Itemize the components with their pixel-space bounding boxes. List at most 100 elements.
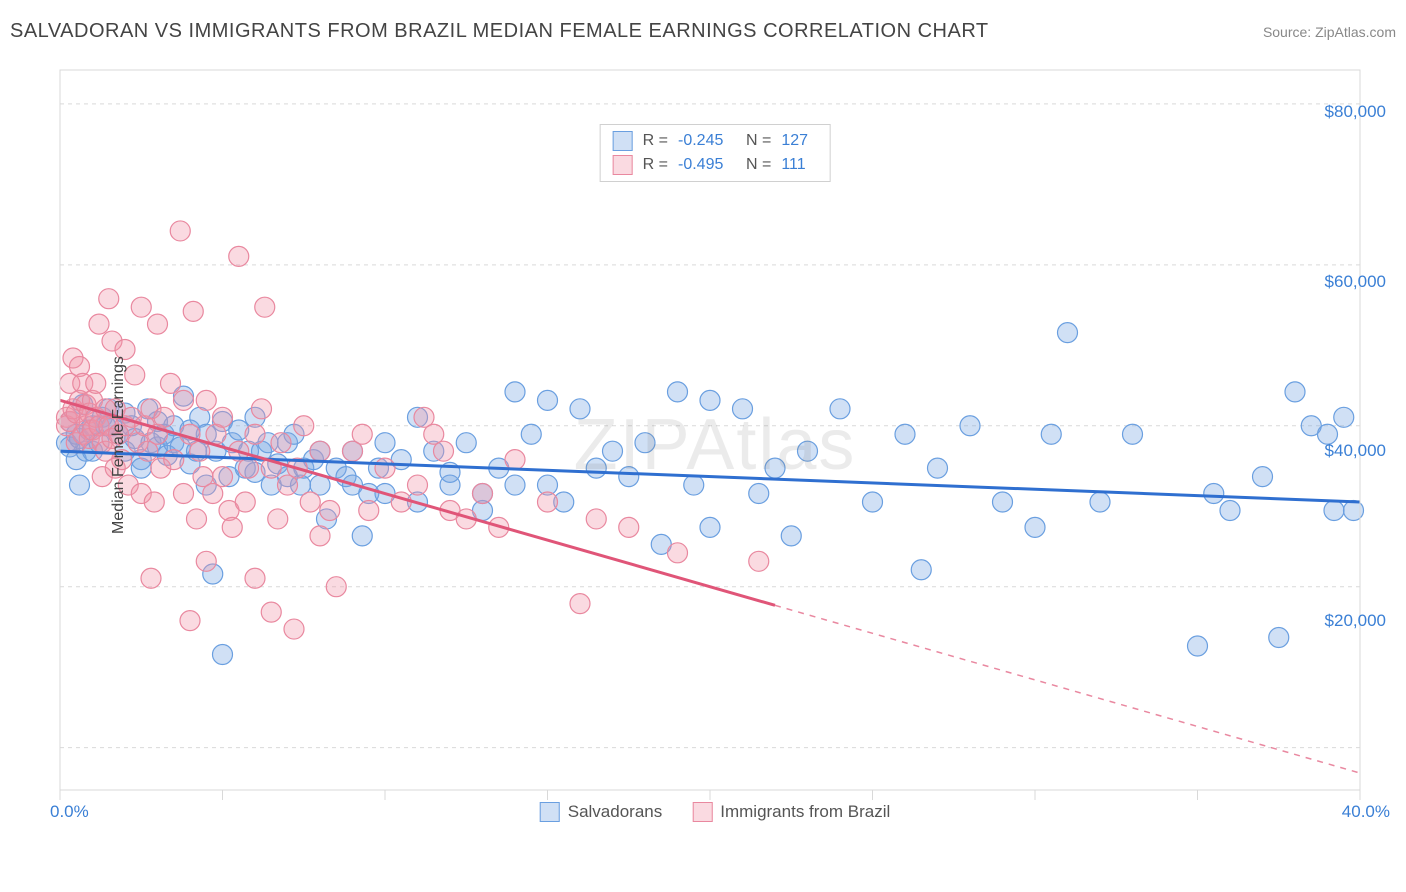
data-point <box>521 424 541 444</box>
data-point <box>245 568 265 588</box>
data-point <box>1334 407 1354 427</box>
data-point <box>1123 424 1143 444</box>
data-point <box>570 399 590 419</box>
data-point <box>586 458 606 478</box>
data-point <box>830 399 850 419</box>
data-point <box>252 399 272 419</box>
trend-line <box>60 400 775 605</box>
data-point <box>180 611 200 631</box>
data-point <box>700 517 720 537</box>
data-point <box>271 433 291 453</box>
data-point <box>213 407 233 427</box>
data-point <box>749 551 769 571</box>
data-point <box>668 382 688 402</box>
data-point <box>375 433 395 453</box>
data-point <box>1041 424 1061 444</box>
data-point <box>863 492 883 512</box>
data-point <box>408 475 428 495</box>
data-point <box>148 314 168 334</box>
data-point <box>434 441 454 461</box>
data-point <box>1204 484 1224 504</box>
data-point <box>1188 636 1208 656</box>
data-point <box>235 492 255 512</box>
data-point <box>1220 500 1240 520</box>
data-point <box>268 509 288 529</box>
data-point <box>310 526 330 546</box>
data-point <box>174 484 194 504</box>
data-point <box>99 289 119 309</box>
y-tick-label: $40,000 <box>1325 441 1388 461</box>
data-point <box>326 577 346 597</box>
data-point <box>456 433 476 453</box>
swatch-icon <box>613 155 633 175</box>
data-point <box>154 407 174 427</box>
data-point <box>635 433 655 453</box>
data-point <box>960 416 980 436</box>
data-point <box>320 500 340 520</box>
data-point <box>603 441 623 461</box>
data-point <box>375 458 395 478</box>
data-point <box>352 424 372 444</box>
data-point <box>183 301 203 321</box>
source-link[interactable]: ZipAtlas.com <box>1315 24 1396 40</box>
y-tick-label: $80,000 <box>1325 102 1388 122</box>
data-point <box>141 568 161 588</box>
stats-legend: R =-0.245N =127R =-0.495N =111 <box>600 124 831 182</box>
data-point <box>1058 323 1078 343</box>
data-point <box>1090 492 1110 512</box>
data-point <box>781 526 801 546</box>
data-point <box>131 297 151 317</box>
data-point <box>359 500 379 520</box>
legend-item: Salvadorans <box>540 802 663 822</box>
data-point <box>911 560 931 580</box>
data-point <box>187 509 207 529</box>
data-point <box>1285 382 1305 402</box>
data-point <box>170 221 190 241</box>
data-point <box>352 526 372 546</box>
data-point <box>222 517 242 537</box>
data-point <box>310 441 330 461</box>
data-point <box>196 551 216 571</box>
data-point <box>1253 467 1273 487</box>
data-point <box>245 424 265 444</box>
data-point <box>765 458 785 478</box>
data-point <box>733 399 753 419</box>
data-point <box>1269 628 1289 648</box>
chart-title: SALVADORAN VS IMMIGRANTS FROM BRAZIL MED… <box>10 20 989 43</box>
data-point <box>928 458 948 478</box>
data-point <box>70 475 90 495</box>
data-point <box>798 441 818 461</box>
chart-container: Median Female Earnings ZIPAtlas R =-0.24… <box>50 60 1380 830</box>
data-point <box>196 390 216 410</box>
swatch-icon <box>613 131 633 151</box>
y-tick-label: $20,000 <box>1325 611 1388 631</box>
stats-legend-row: R =-0.495N =111 <box>613 153 818 177</box>
data-point <box>89 314 109 334</box>
data-point <box>213 644 233 664</box>
source-attribution: Source: ZipAtlas.com <box>1263 24 1396 40</box>
data-point <box>505 450 525 470</box>
data-point <box>538 492 558 512</box>
data-point <box>570 594 590 614</box>
swatch-icon <box>692 802 712 822</box>
data-point <box>538 390 558 410</box>
y-tick-label: $60,000 <box>1325 272 1388 292</box>
data-point <box>619 517 639 537</box>
data-point <box>505 382 525 402</box>
data-point <box>473 484 493 504</box>
data-point <box>144 492 164 512</box>
data-point <box>619 467 639 487</box>
data-point <box>229 246 249 266</box>
legend-label: Immigrants from Brazil <box>720 802 890 822</box>
stats-legend-row: R =-0.245N =127 <box>613 129 818 153</box>
data-point <box>895 424 915 444</box>
data-point <box>1025 517 1045 537</box>
data-point <box>239 458 259 478</box>
legend-label: Salvadorans <box>568 802 663 822</box>
data-point <box>668 543 688 563</box>
data-point <box>284 619 304 639</box>
data-point <box>86 373 106 393</box>
data-point <box>294 416 314 436</box>
data-point <box>749 484 769 504</box>
data-point <box>161 373 181 393</box>
